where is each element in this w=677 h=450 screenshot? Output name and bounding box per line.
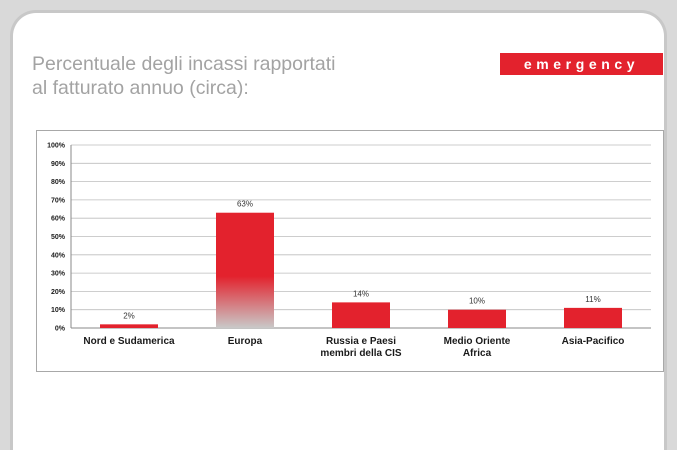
y-tick-label: 60% xyxy=(51,216,66,223)
chart-container: 0% 10% 20% 30% 40% 50% 60% 70% 80% 90% 100% 2% Nord … xyxy=(36,130,664,372)
title-line-1: Percentuale degli incassi rapportati xyxy=(32,53,336,75)
y-tick-label: 100% xyxy=(47,143,66,150)
bar xyxy=(564,307,622,328)
x-category-label: Asia-Pacifico xyxy=(562,336,625,347)
title-line-2: al fatturato annuo (circa): xyxy=(32,77,249,99)
x-category-label: Nord e Sudamerica xyxy=(83,336,175,347)
data-label: 63% xyxy=(237,200,253,209)
data-label: 14% xyxy=(353,289,369,298)
y-tick-label: 50% xyxy=(51,234,66,241)
data-label: 11% xyxy=(585,295,600,304)
y-tick-label: 20% xyxy=(51,289,66,296)
y-tick-label: 80% xyxy=(51,179,66,186)
y-tick-label: 40% xyxy=(51,252,66,259)
x-category-label: Medio Oriente xyxy=(444,336,511,347)
page-title: Percentuale degli incassi rapportati al … xyxy=(32,52,336,100)
x-category-label: Russia e Paesi xyxy=(326,336,396,347)
y-tick-label: 90% xyxy=(51,161,66,168)
bar xyxy=(332,302,390,328)
y-tick-label: 30% xyxy=(51,271,66,278)
brand-logo: emergency xyxy=(500,53,663,75)
x-category-label: Africa xyxy=(463,348,492,359)
bar xyxy=(448,309,506,328)
bar-chart: 0% 10% 20% 30% 40% 50% 60% 70% 80% 90% 100% 2% Nord … xyxy=(47,143,651,359)
x-category-label: membri della CIS xyxy=(320,348,401,359)
x-category-label: Europa xyxy=(228,336,263,347)
y-tick-label: 10% xyxy=(51,307,66,314)
bar xyxy=(100,324,158,328)
bar xyxy=(216,212,274,328)
y-tick-label: 70% xyxy=(51,197,66,204)
data-label: 10% xyxy=(469,297,485,306)
y-tick-label: 0% xyxy=(55,326,66,333)
data-label: 2% xyxy=(123,311,135,320)
